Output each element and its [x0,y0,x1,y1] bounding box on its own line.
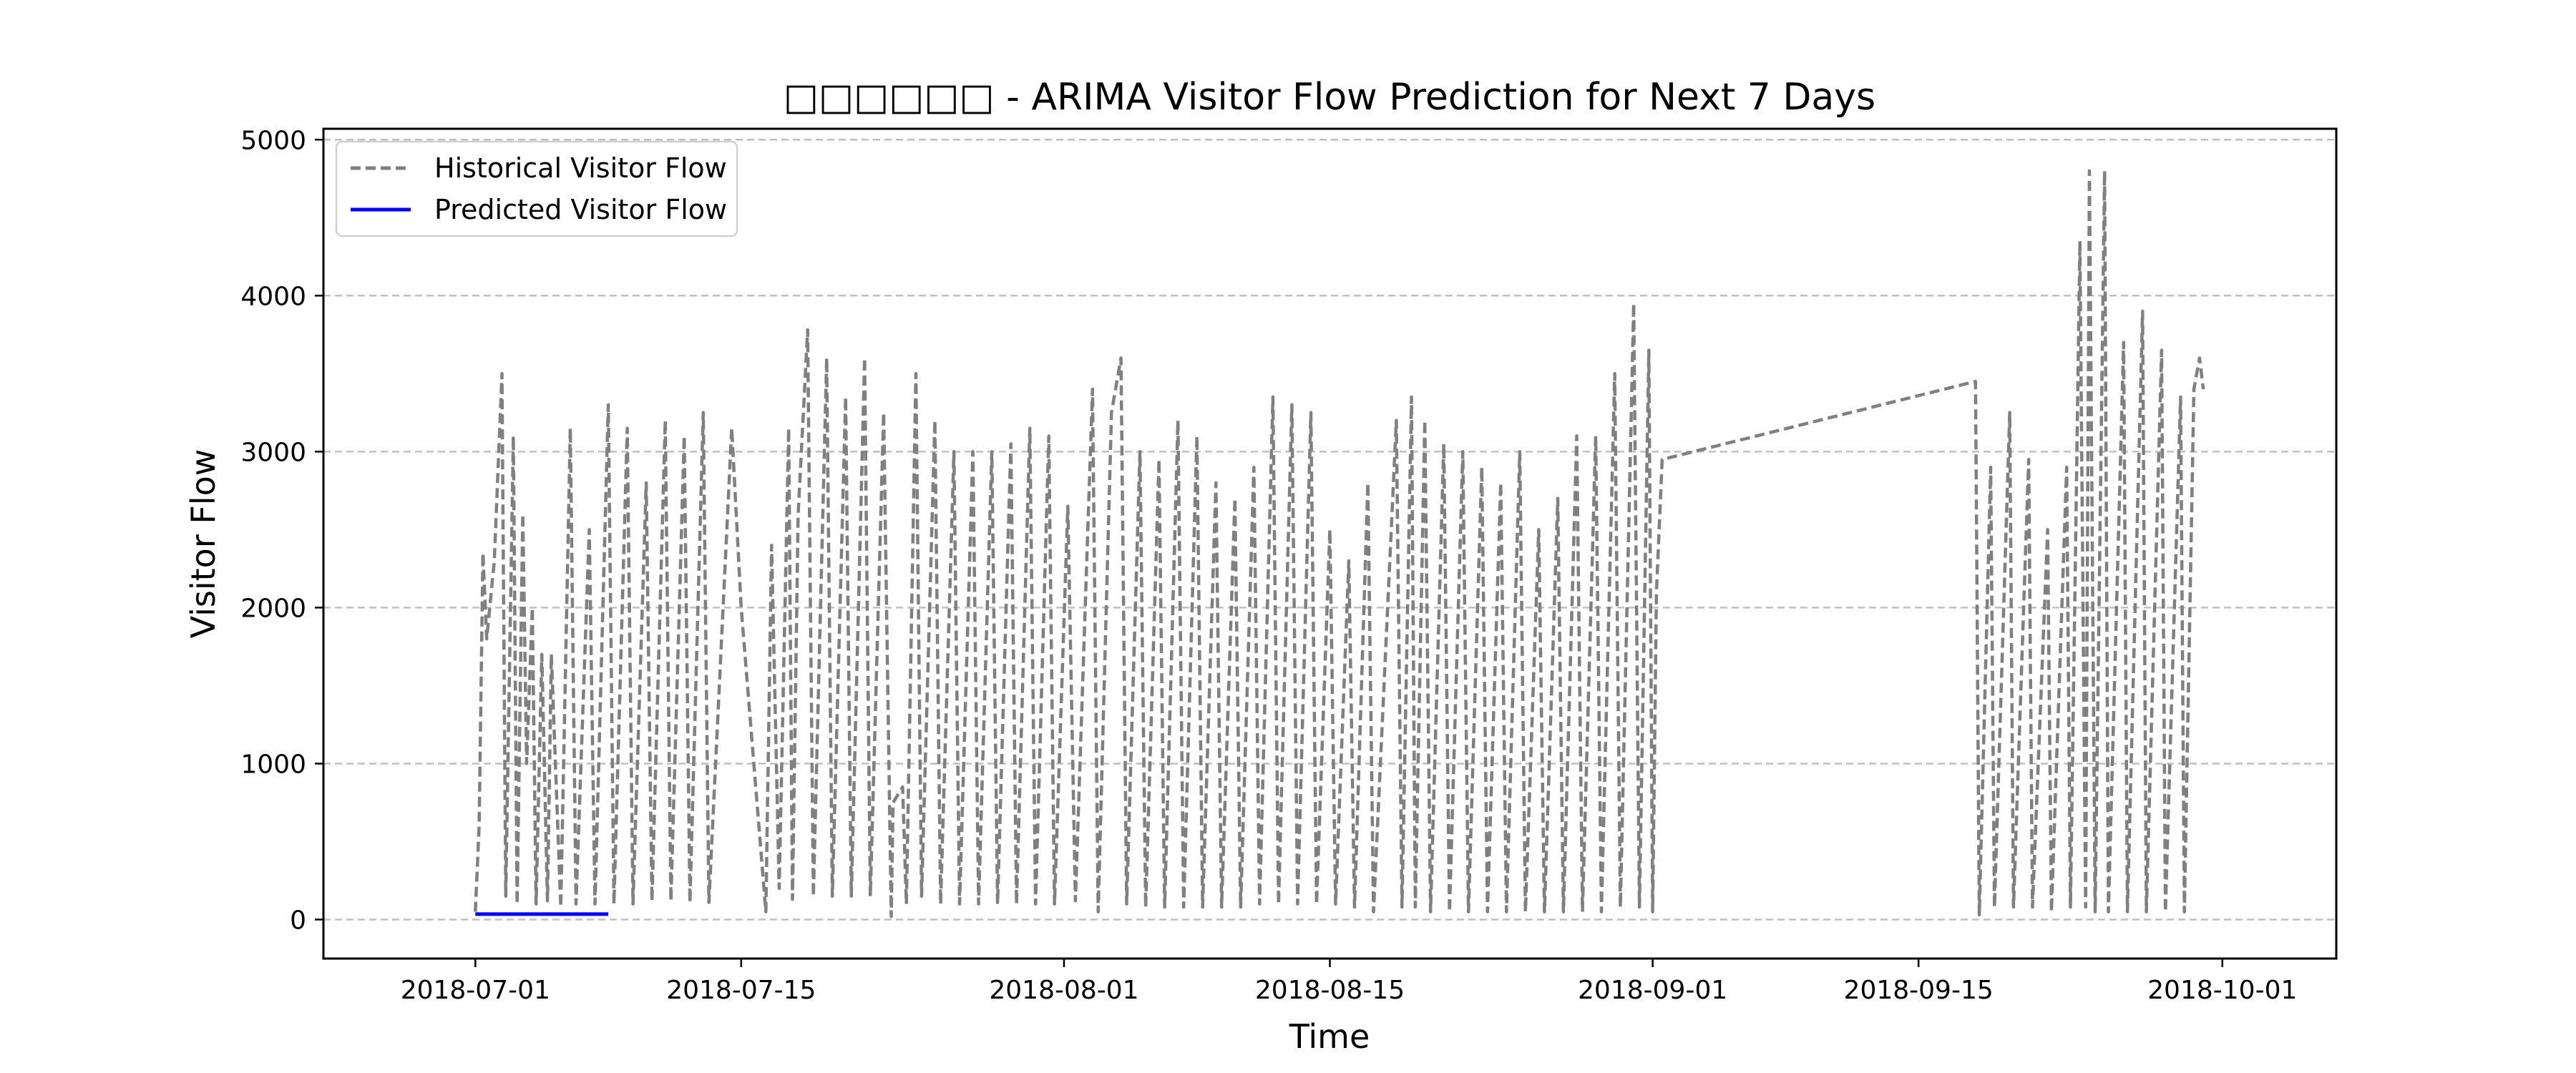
x-tick-label: 2018-09-15 [1844,976,1994,1005]
series-line-historical [474,169,2205,918]
x-tick-label: 2018-08-15 [1255,976,1405,1005]
y-tick-label: 1000 [240,750,306,779]
y-tick-label: 2000 [240,594,306,623]
y-tick-label: 0 [290,906,306,935]
legend: Historical Visitor Flow Predicted Visitor… [335,140,738,237]
y-tick-label: 4000 [240,282,306,311]
x-tick-label: 2018-09-01 [1578,976,1727,1005]
legend-label: Historical Visitor Flow [434,152,727,184]
series-layer [474,169,2205,918]
x-tick-label: 2018-07-01 [401,976,550,1005]
x-tick-label: 2018-08-01 [989,976,1138,1005]
y-axis-label: Visitor Flow [184,449,223,639]
chart-title: □□□□□□ - ARIMA Visitor Flow Prediction f… [784,76,1875,119]
legend-box [335,140,738,237]
y-tick-label: 3000 [240,438,306,467]
x-tick-label: 2018-07-15 [666,976,816,1005]
axis-ticks: 0 1000 2000 3000 4000 5000 2018-07-01 2018-07-1… [240,126,2297,1005]
y-tick-label: 5000 [240,126,306,155]
x-tick-label: 2018-10-01 [2147,976,2297,1005]
legend-label: Predicted Visitor Flow [434,194,727,225]
x-axis-label: Time [1289,1017,1370,1056]
